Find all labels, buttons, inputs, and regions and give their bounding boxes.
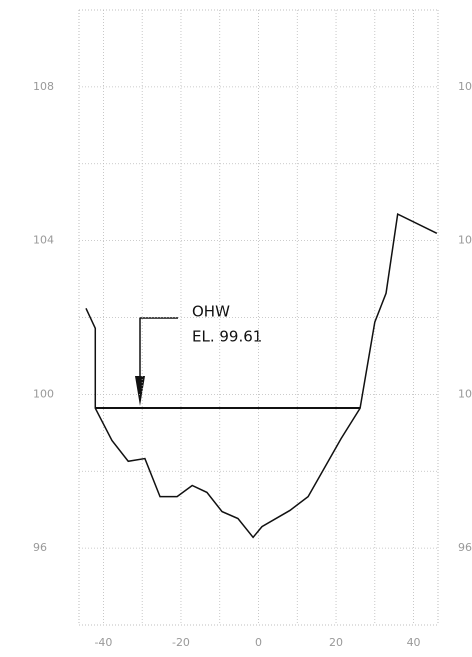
x-tick-label: -40 <box>94 636 112 649</box>
annotation: OHW <box>192 303 230 321</box>
x-tick-label: 0 <box>255 636 262 649</box>
section-line <box>85 212 438 539</box>
x-tick-label: 20 <box>329 636 343 649</box>
y2-tick-label: 96 <box>458 541 472 554</box>
x-tick-label: 40 <box>407 636 421 649</box>
x-tick-label: -20 <box>172 636 190 649</box>
y2-tick-label: 108 <box>458 80 472 93</box>
annotation: EL. 99.61 <box>192 328 262 346</box>
arrow-shaft <box>139 317 178 392</box>
y2-tick-label: 104 <box>458 234 472 247</box>
y-tick-label: 108 <box>33 80 54 93</box>
y-tick-label: 96 <box>33 541 47 554</box>
arrow-head <box>135 376 145 406</box>
y-tick-label: 100 <box>33 387 54 400</box>
y2-tick-label: 100 <box>458 387 472 400</box>
y-tick-label: 104 <box>33 234 54 247</box>
